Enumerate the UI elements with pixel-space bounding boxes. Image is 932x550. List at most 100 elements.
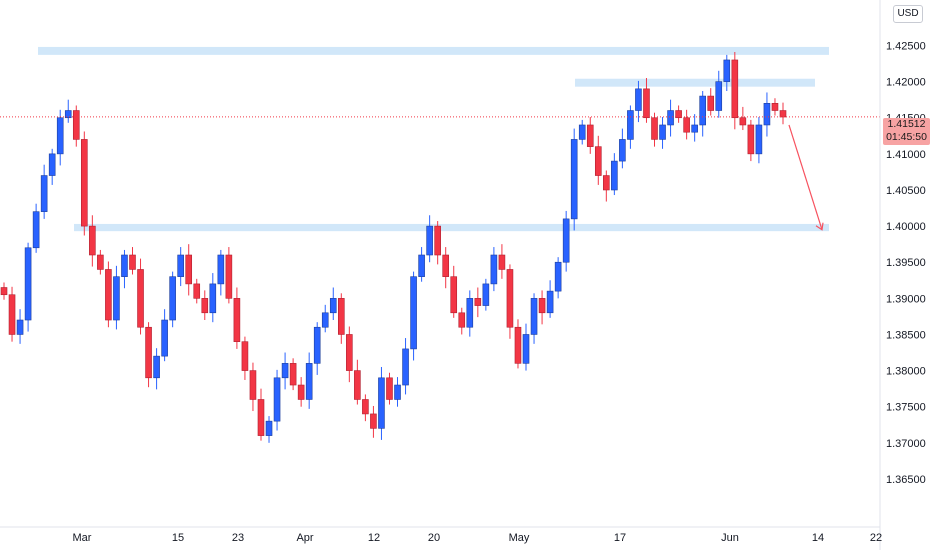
y-tick-label: 1.40500	[886, 185, 926, 197]
candle-body	[410, 276, 417, 350]
arrow-head	[815, 222, 824, 231]
y-tick-label: 1.41000	[886, 149, 926, 161]
candle-body	[675, 110, 682, 119]
candle-body	[161, 319, 168, 357]
candle-body	[337, 298, 345, 335]
candle-body	[715, 81, 723, 111]
candle-body	[586, 124, 594, 147]
candle-body	[169, 276, 176, 321]
candle-body	[530, 298, 538, 335]
candle-body	[329, 298, 337, 314]
x-tick-label: 23	[232, 532, 244, 544]
candle-body	[249, 370, 257, 400]
candle-body	[137, 269, 144, 328]
y-tick-label: 1.38500	[886, 329, 926, 341]
candle-body	[40, 175, 48, 212]
forecast-arrow	[788, 124, 823, 230]
candle-body	[514, 326, 522, 364]
candle-body	[442, 254, 450, 277]
candle-body	[466, 298, 474, 328]
currency-badge[interactable]: USD	[893, 5, 923, 23]
candle-body	[739, 117, 747, 126]
candle-body	[426, 225, 433, 256]
candle-body	[64, 110, 72, 119]
candle-body	[113, 276, 120, 321]
candle-body	[362, 399, 369, 415]
arrow-head-shape	[815, 222, 824, 231]
candle-body	[97, 254, 104, 270]
candle-body	[193, 283, 201, 299]
candle-body	[378, 377, 385, 429]
candle-body	[394, 384, 401, 400]
candle-body	[24, 247, 32, 321]
candle-body	[763, 102, 771, 126]
candle-body	[554, 261, 562, 292]
candle-body	[370, 413, 377, 429]
candle-body	[578, 124, 586, 140]
y-tick-label: 1.36500	[886, 474, 926, 486]
candle-body	[265, 420, 273, 436]
candle-body	[56, 117, 64, 155]
candle-body	[779, 110, 787, 118]
x-tick-label: 15	[172, 532, 184, 544]
candle-body	[434, 225, 441, 256]
candle-body	[257, 399, 265, 436]
candle-body	[522, 334, 530, 364]
candle-body	[611, 160, 618, 191]
candle-body	[707, 95, 715, 111]
candle-body	[297, 384, 305, 400]
candle-body	[627, 110, 634, 140]
candle-body	[32, 211, 40, 249]
candle-body	[498, 254, 506, 270]
candle-body	[145, 326, 152, 379]
candle-body	[458, 312, 466, 328]
x-tick-label: Apr	[296, 532, 313, 544]
candle-body	[490, 254, 498, 285]
x-tick-label: 14	[812, 532, 824, 544]
candle-body	[81, 139, 88, 227]
candle-body	[209, 283, 217, 314]
candle-body	[241, 341, 249, 371]
candle-body	[546, 290, 554, 314]
zone-support	[74, 223, 829, 232]
candle-body	[313, 326, 321, 364]
candle-body	[386, 377, 393, 400]
candle-body	[482, 283, 490, 306]
zone-resistance	[575, 78, 815, 87]
candle-body	[185, 254, 193, 285]
candle-body	[48, 153, 56, 176]
candle-body	[153, 355, 160, 379]
x-tick-label: May	[509, 532, 530, 544]
candle-body	[321, 312, 329, 328]
candle-body	[89, 225, 96, 256]
current-price-tag: 1.41512 01:45:50	[883, 118, 930, 145]
candle-body	[129, 254, 136, 270]
candle-body	[273, 377, 281, 422]
candle-body	[121, 254, 128, 277]
candle-body	[450, 276, 458, 314]
candle-body	[474, 298, 482, 306]
candle-body	[0, 287, 8, 296]
zones	[38, 46, 829, 232]
candle-body	[643, 88, 650, 119]
candle-body	[699, 95, 706, 126]
candle-body	[225, 254, 233, 299]
candle-body	[747, 124, 755, 155]
y-tick-label: 1.39500	[886, 257, 926, 269]
x-tick-label: Mar	[73, 532, 92, 544]
candle-body	[651, 117, 658, 140]
candle-body	[603, 175, 610, 191]
candle-body	[659, 124, 666, 140]
candle-body	[177, 254, 184, 277]
candle-body	[538, 298, 546, 314]
candle-body	[217, 254, 225, 285]
y-tick-label: 1.39000	[886, 293, 926, 305]
current-price-value: 1.41512	[887, 118, 926, 130]
candle-body	[289, 363, 297, 386]
x-tick-label: 22	[870, 532, 882, 544]
candle-body	[667, 110, 674, 126]
candle-body	[418, 254, 425, 277]
candle-body	[16, 319, 24, 335]
candle-body	[201, 298, 209, 314]
candle-body	[771, 102, 779, 111]
